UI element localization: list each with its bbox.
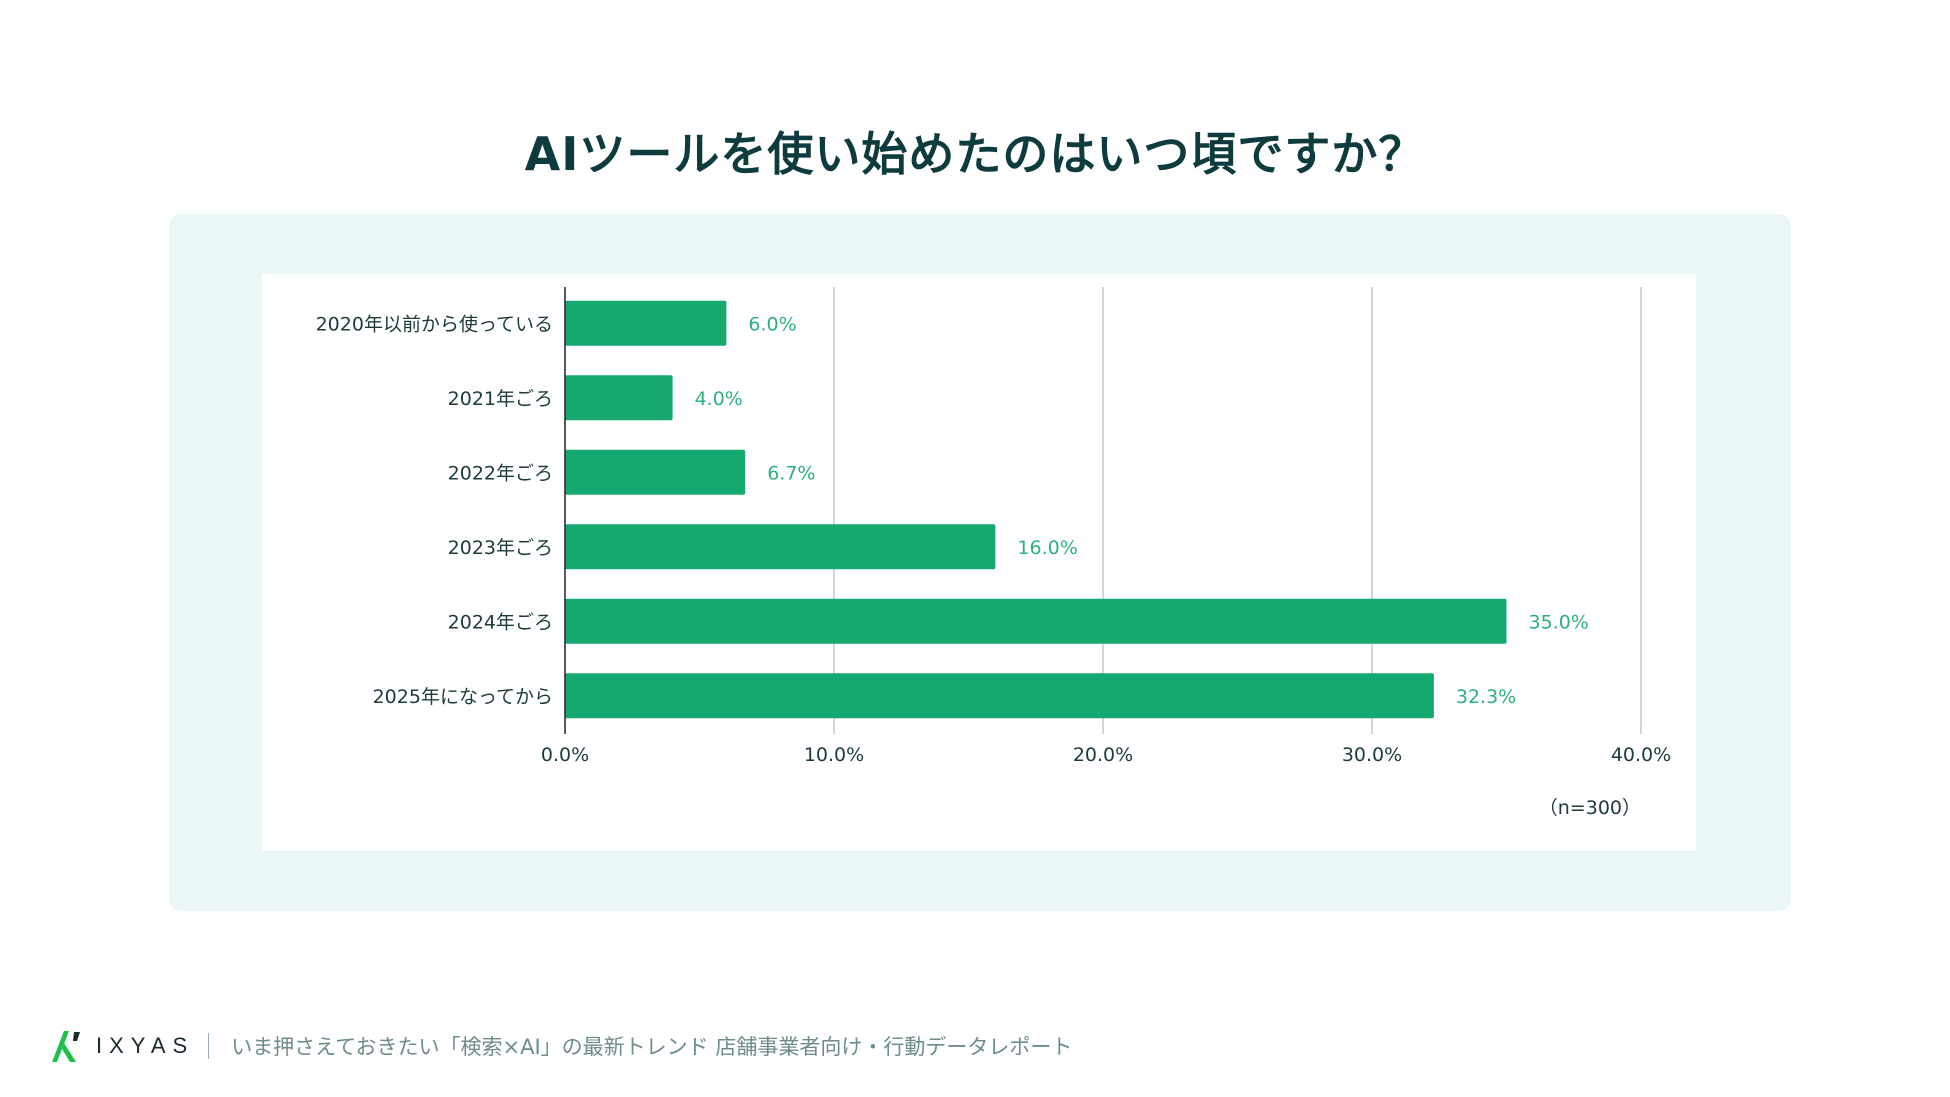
x-tick-label: 0.0% bbox=[541, 744, 589, 766]
x-tick-label: 40.0% bbox=[1611, 744, 1671, 766]
data-label: 6.7% bbox=[767, 462, 815, 484]
data-label: 6.0% bbox=[748, 313, 796, 335]
page-title: AIツールを使い始めたのはいつ頃ですか？ bbox=[524, 127, 1426, 181]
bar bbox=[565, 524, 996, 570]
logo-text: IXYAS bbox=[96, 1033, 195, 1058]
x-tick-label: 30.0% bbox=[1342, 744, 1402, 766]
category-label: 2022年ごろ bbox=[448, 462, 553, 484]
footer: IXYAS いま押さえておきたい「検索×AI」の最新トレンド 店舗事業者向け・行… bbox=[50, 1026, 1072, 1066]
data-label: 16.0% bbox=[1017, 537, 1077, 559]
chart-area: 0.0% 10.0% 20.0% 30.0% 40.0% 2020年以前から使っている 6.… bbox=[262, 274, 1696, 851]
footer-text: いま押さえておきたい「検索×AI」の最新トレンド 店舗事業者向け・行動データレポ… bbox=[231, 1035, 1073, 1059]
ixyas-logo-icon bbox=[52, 1031, 80, 1062]
bar bbox=[565, 375, 673, 421]
bar-chart: 0.0% 10.0% 20.0% 30.0% 40.0% 2020年以前から使っている 6.… bbox=[316, 287, 1671, 819]
category-label: 2020年以前から使っている bbox=[316, 313, 553, 335]
category-label: 2024年ごろ bbox=[448, 611, 553, 633]
bar bbox=[565, 300, 727, 346]
bar bbox=[565, 673, 1434, 719]
data-label: 32.3% bbox=[1456, 686, 1516, 708]
category-label: 2023年ごろ bbox=[448, 537, 553, 559]
data-label: 4.0% bbox=[695, 388, 743, 410]
data-label: 35.0% bbox=[1529, 611, 1589, 633]
sample-size-note: （n=300） bbox=[1539, 797, 1641, 819]
x-tick-label: 20.0% bbox=[1073, 744, 1133, 766]
divider bbox=[208, 1033, 210, 1059]
bar bbox=[565, 598, 1507, 644]
bar bbox=[565, 449, 746, 495]
category-label: 2025年になってから bbox=[373, 686, 553, 708]
category-label: 2021年ごろ bbox=[448, 388, 553, 410]
x-tick-label: 10.0% bbox=[804, 744, 864, 766]
